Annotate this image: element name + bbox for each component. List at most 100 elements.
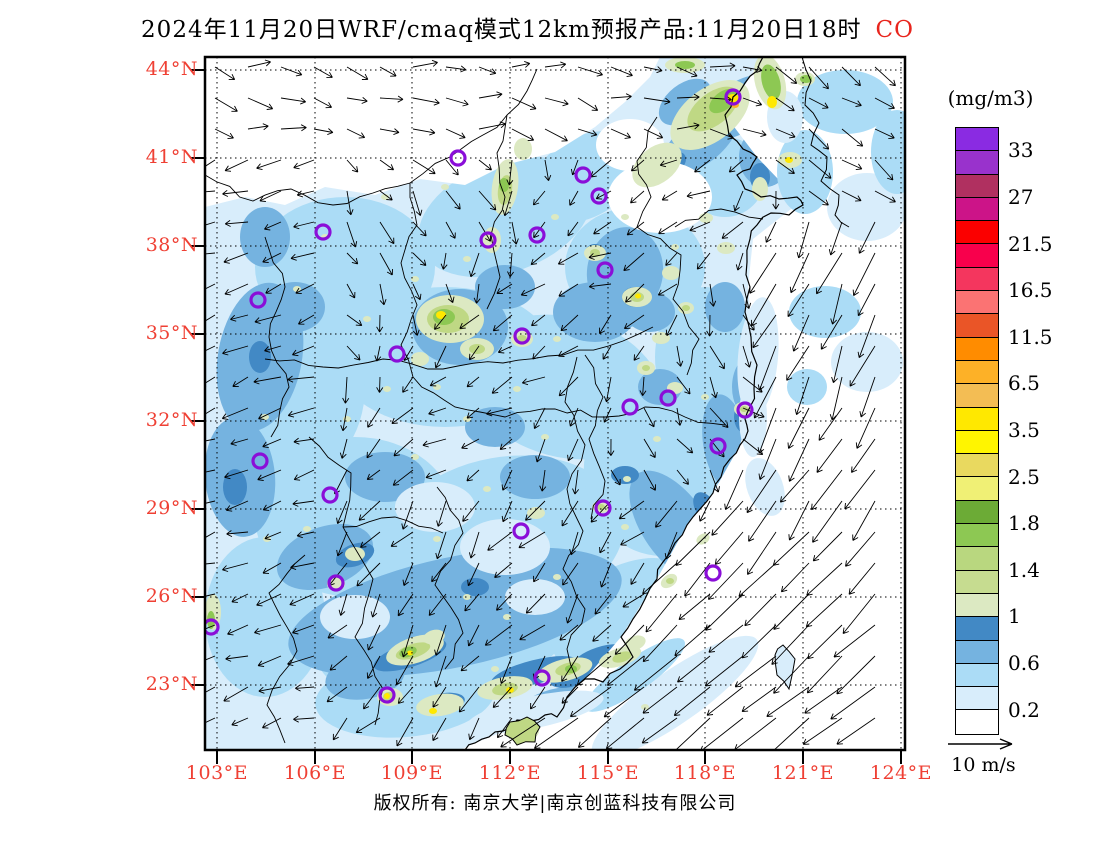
wind-arrow — [625, 283, 645, 303]
wind-arrow — [852, 252, 876, 296]
colorbar-segment — [956, 407, 998, 431]
hotspot-blob — [642, 365, 650, 371]
wind-arrow — [247, 123, 269, 131]
wind-arrow — [845, 531, 876, 567]
hotspot-blob — [717, 242, 735, 254]
wind-arrow — [230, 314, 249, 322]
colorbar-tick-label: 16.5 — [1008, 278, 1053, 303]
wind-arrow — [706, 314, 714, 337]
hotspot-blob — [752, 177, 768, 201]
city-marker — [594, 499, 612, 517]
wind-arrow — [558, 283, 579, 297]
colorbar-segment — [956, 547, 998, 571]
city-marker — [659, 389, 677, 407]
wind-arrow — [676, 93, 700, 101]
province-boundary — [400, 183, 418, 378]
wind-arrow — [232, 376, 249, 387]
wind-arrow — [633, 655, 678, 691]
hotspot-dot — [653, 436, 661, 442]
wind-arrow — [700, 717, 744, 750]
wind-arrow — [626, 221, 645, 236]
concentration-blob — [500, 455, 570, 499]
wind-arrow — [374, 345, 382, 362]
wind-arrow — [466, 407, 480, 419]
wind-arrow — [735, 252, 744, 271]
wind-arrow — [367, 624, 381, 651]
wind-arrow — [397, 686, 414, 704]
wind-arrow — [709, 407, 729, 429]
wind-arrow — [676, 376, 691, 395]
wind-arrow — [577, 97, 599, 111]
wind-arrow — [222, 562, 249, 572]
wind-arrow — [224, 159, 249, 172]
wind-arrow — [521, 376, 546, 386]
colorbar-segment — [956, 430, 998, 455]
hotspot-blob — [662, 266, 680, 280]
wind-arrow — [205, 314, 216, 322]
wind-arrow — [673, 686, 711, 717]
wind-arrow — [205, 252, 216, 255]
wind-arrow — [828, 221, 843, 256]
wind-arrow — [787, 407, 810, 449]
concentration-blob — [249, 341, 271, 373]
wind-arrow — [313, 66, 333, 79]
wind-arrow — [214, 97, 238, 112]
wind-arrow — [501, 469, 513, 491]
wind-arrow — [466, 376, 480, 388]
wind-arrow — [775, 66, 798, 84]
wind-arrow — [227, 624, 249, 636]
wind-arrow — [262, 562, 282, 574]
hotspot-dot — [261, 414, 269, 420]
wind-arrow — [379, 95, 404, 103]
hotspot-dot — [553, 574, 561, 580]
wind-arrow — [569, 190, 579, 206]
wind-arrow — [623, 314, 645, 330]
wind-arrow — [709, 283, 717, 307]
wind-arrow — [262, 252, 282, 263]
wind-arrow — [287, 655, 315, 667]
wind-arrow — [742, 376, 763, 393]
wind-arrow — [412, 59, 438, 68]
wind-arrow — [397, 593, 414, 617]
wind-arrow — [836, 717, 876, 745]
wind-arrow — [224, 469, 249, 480]
wind-arrow — [742, 283, 752, 309]
colorbar-segment — [956, 337, 998, 361]
wind-arrow — [290, 562, 315, 571]
wind-arrow — [326, 686, 348, 703]
wind-arrow — [780, 562, 810, 593]
wind-arrow — [287, 375, 315, 383]
colorbar-segment — [956, 663, 998, 688]
wind-arrow — [705, 593, 744, 631]
wind-arrow — [567, 438, 579, 462]
city-marker — [251, 452, 269, 470]
wind-arrow — [313, 128, 334, 136]
wind-arrow — [569, 531, 579, 556]
colorbar-segment — [956, 687, 998, 711]
wind-arrow — [445, 159, 459, 176]
wind-arrow — [223, 252, 249, 264]
concentration-blob — [320, 595, 390, 639]
wind-arrow — [511, 128, 535, 142]
province-boundary — [412, 376, 726, 426]
hotspot-dot — [441, 184, 449, 190]
wind-arrow — [633, 345, 645, 361]
hotspot-dot — [411, 276, 419, 282]
wind-arrow — [569, 686, 612, 717]
wind-arrow — [642, 686, 678, 714]
wind-arrow — [376, 314, 384, 333]
hotspot-dot — [433, 384, 441, 390]
wind-arrow — [520, 283, 546, 297]
province-boundary — [674, 208, 764, 228]
colorbar-tick-label: 0.6 — [1008, 650, 1040, 675]
wind-arrow — [296, 190, 315, 198]
wind-arrow — [295, 283, 315, 295]
lon-label: 106°E — [283, 762, 347, 784]
city-marker — [709, 437, 727, 455]
wind-arrow — [468, 717, 480, 741]
wind-arrow — [802, 717, 843, 745]
lat-label: 44°N — [145, 58, 198, 80]
city-marker — [388, 345, 406, 363]
wind-arrow — [779, 469, 810, 503]
